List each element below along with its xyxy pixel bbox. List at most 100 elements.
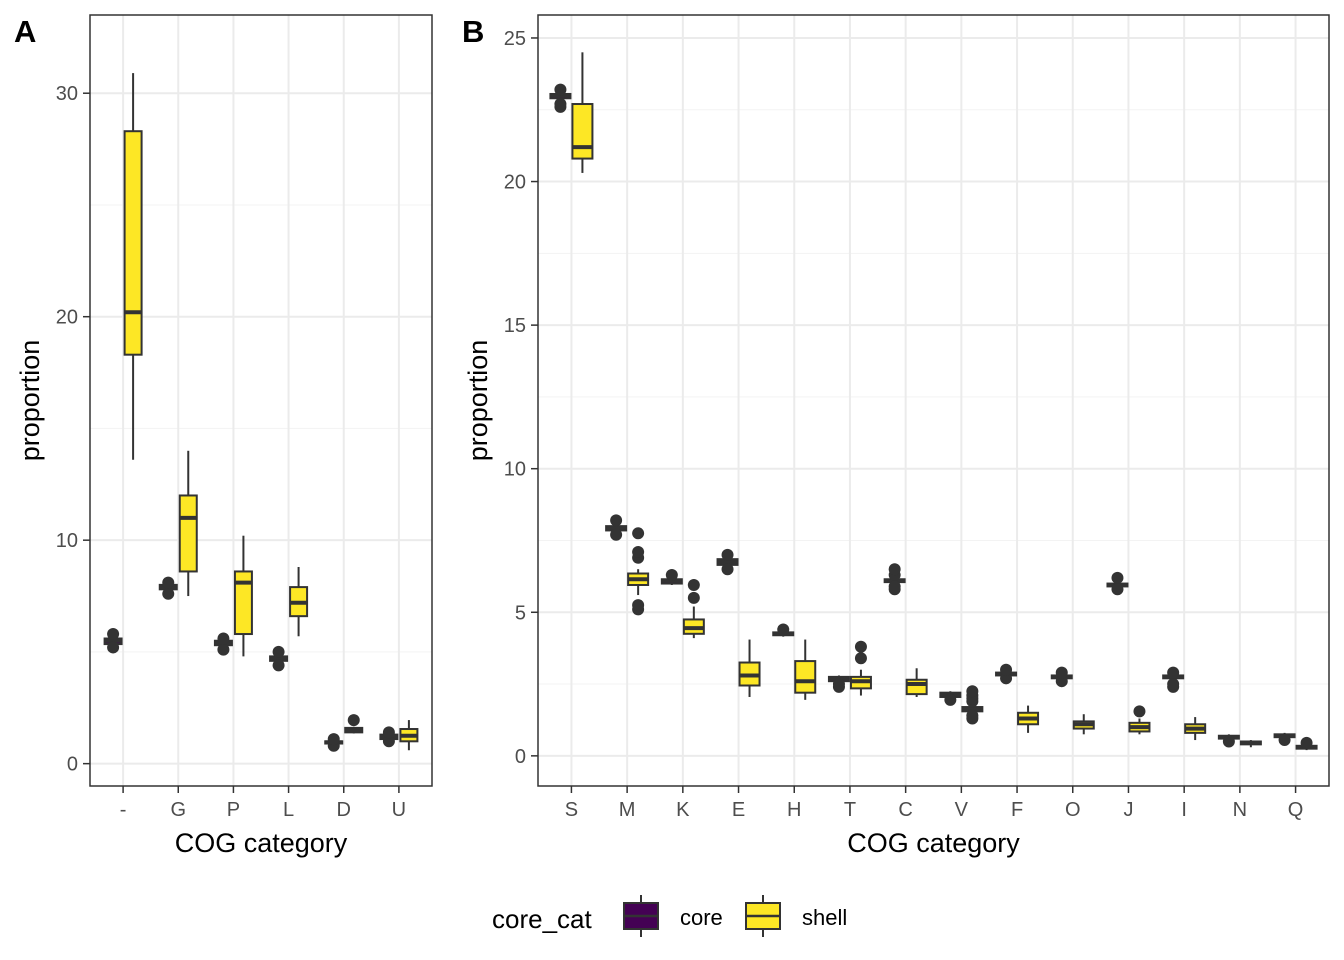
x-tick-label: V (955, 799, 969, 821)
box-N-shell (1239, 740, 1262, 748)
outlier-point (272, 645, 285, 658)
outlier-point (1000, 672, 1013, 685)
box-L-shell (289, 566, 309, 637)
outlier-point (632, 545, 645, 558)
y-tick-label: 20 (504, 172, 526, 194)
outlier-point (966, 685, 979, 698)
y-tick-label: 20 (56, 307, 78, 329)
y-tick-label: 30 (56, 83, 78, 105)
legend-title: core_cat (492, 904, 592, 934)
x-tick-label: J (1123, 799, 1133, 821)
box-T-core (827, 675, 850, 693)
outlier-point (1055, 666, 1068, 679)
outlier-point (1133, 705, 1146, 718)
box-P-shell (233, 535, 253, 657)
legend-item-core: core (623, 895, 723, 937)
legend-item-label: core (680, 905, 723, 930)
box-iqr (178, 494, 198, 573)
outlier-point (217, 632, 230, 645)
x-tick-label: D (337, 799, 351, 821)
outlier-point (888, 580, 901, 593)
outlier-point (632, 599, 645, 612)
box-G-core (158, 576, 178, 600)
box-P-core (213, 632, 233, 656)
box-iqr (794, 660, 817, 694)
box-C-shell (905, 668, 928, 697)
outlier-point (1111, 571, 1124, 584)
outlier-point (610, 514, 623, 527)
outlier-point (1055, 675, 1068, 688)
x-tick-label: Q (1288, 799, 1304, 821)
y-tick-label: 10 (504, 459, 526, 481)
outlier-point (687, 591, 700, 604)
y-axis-title: proportion (15, 340, 45, 462)
panel-border (89, 14, 433, 787)
x-tick-label: K (676, 799, 690, 821)
outlier-point (554, 83, 567, 96)
x-tick-label: P (227, 799, 240, 821)
box-Q-shell (1295, 736, 1318, 751)
panel-b: 0 5 10 15 20 25 S M K E H T C V F O J I N Q COG category prop… (463, 14, 1330, 858)
outlier-point (554, 98, 567, 111)
box-iqr (123, 130, 143, 356)
legend-item-shell: shell (745, 895, 847, 937)
outlier-point (327, 733, 340, 746)
x-tick-label: L (283, 799, 294, 821)
panel-border (537, 14, 1330, 787)
x-tick-label: E (732, 799, 745, 821)
box-iqr (905, 678, 928, 696)
x-axis-title: COG category (175, 828, 348, 858)
box-J-core (1106, 571, 1129, 596)
box-U-shell (399, 720, 419, 751)
box-K-shell (682, 578, 705, 639)
outlier-point (107, 628, 120, 641)
outlier-point (854, 640, 867, 653)
box-N-core (1217, 734, 1240, 748)
x-tick-label: - (120, 799, 127, 821)
outlier-point (1300, 736, 1313, 749)
outlier-point (1167, 666, 1180, 679)
box-F-core (995, 663, 1018, 685)
panel-a-tag: A (14, 14, 36, 49)
box-H-core (772, 623, 795, 637)
x-tick-label: F (1011, 799, 1023, 821)
x-tick-label: M (619, 799, 636, 821)
y-tick-label: 0 (67, 754, 78, 776)
box-iqr (571, 103, 594, 160)
outlier-point (888, 563, 901, 576)
outlier-point (1111, 583, 1124, 596)
outlier-point (777, 623, 790, 636)
y-tick-label: 15 (504, 315, 526, 337)
legend: core_cat core shell (492, 895, 847, 937)
outlier-point (944, 693, 957, 706)
box-M-shell (627, 527, 650, 616)
x-tick-label: C (898, 799, 912, 821)
box---shell (123, 73, 143, 460)
outlier-point (382, 726, 395, 739)
box-L-core (269, 645, 289, 672)
outlier-point (1000, 663, 1013, 676)
y-axis-title: proportion (463, 340, 493, 462)
y-tick-label: 5 (515, 602, 526, 624)
outlier-point (966, 709, 979, 722)
x-tick-label: O (1065, 799, 1081, 821)
y-tick-label: 10 (56, 530, 78, 552)
box-I-shell (1184, 717, 1207, 741)
box-K-core (660, 568, 683, 585)
box-E-shell (738, 639, 761, 697)
outlier-point (1222, 735, 1235, 748)
panel-b-tag: B (462, 14, 484, 49)
box-E-core (716, 548, 739, 576)
box-D-shell (344, 714, 364, 734)
outlier-point (832, 678, 845, 691)
outlier-point (162, 576, 175, 589)
box-S-core (549, 83, 572, 113)
outlier-point (382, 735, 395, 748)
x-tick-label: T (844, 799, 856, 821)
outlier-point (162, 587, 175, 600)
box-H-shell (794, 639, 817, 700)
box-C-core (883, 563, 906, 596)
outlier-point (107, 641, 120, 654)
box-M-core (605, 514, 628, 541)
